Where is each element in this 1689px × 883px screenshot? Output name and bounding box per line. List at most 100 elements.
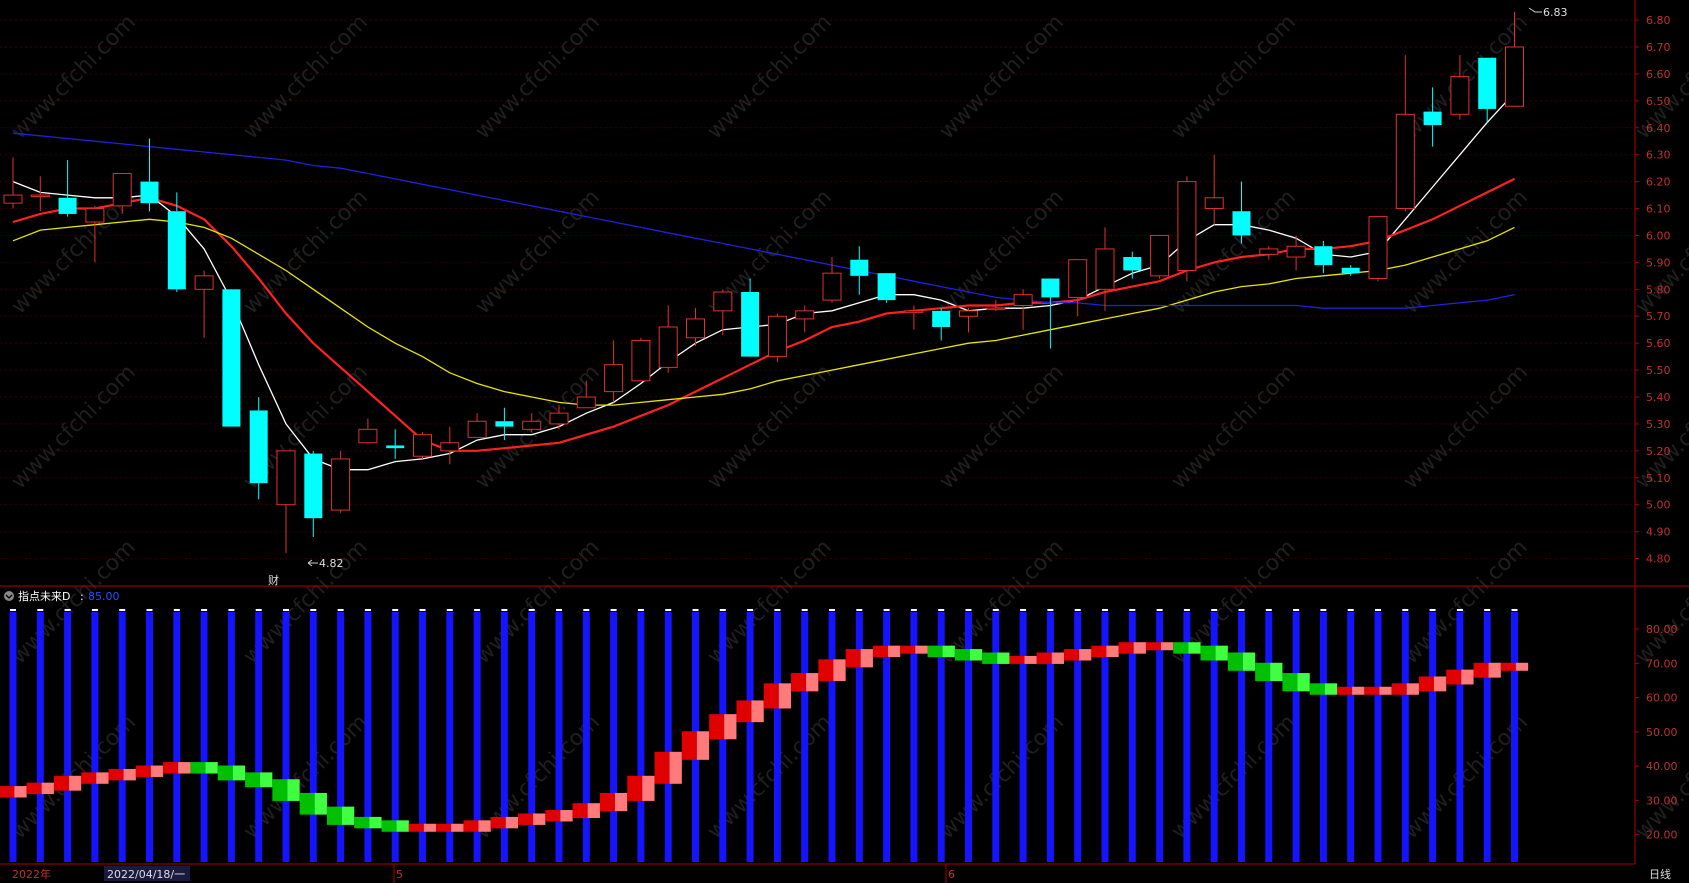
candle-body — [1259, 248, 1279, 255]
indicator-bar — [1265, 611, 1273, 862]
watermark-text: www.cfchi.com — [239, 10, 373, 144]
month-6-label: 6 — [948, 868, 955, 881]
ribbon-block — [451, 823, 464, 832]
indicator-bar — [1483, 611, 1491, 862]
indicator-bar — [419, 611, 426, 862]
ribbon-block — [1051, 652, 1065, 664]
indicator-separator: : — [80, 590, 84, 603]
candle — [1259, 246, 1279, 260]
candle-body — [167, 211, 186, 290]
ribbon-block — [245, 772, 261, 788]
indicator-menu-icon[interactable] — [4, 591, 14, 601]
ribbon-block — [272, 779, 288, 801]
indicator-bar-cap — [37, 608, 44, 611]
ribbon-block — [533, 813, 546, 825]
ribbon-block — [26, 782, 42, 795]
ribbon-block — [123, 768, 136, 781]
ribbon-segment — [463, 820, 491, 832]
candle-body — [686, 318, 705, 339]
ribbon-block — [287, 779, 300, 801]
indicator-bar-cap — [1156, 608, 1163, 611]
candle-body — [495, 421, 514, 427]
ribbon-segment — [272, 779, 300, 801]
ribbon-block — [1009, 655, 1025, 664]
date-cursor-box — [104, 866, 190, 881]
candle — [194, 270, 214, 338]
candle — [631, 337, 651, 382]
indicator-bar-cap — [637, 608, 644, 611]
candle — [58, 160, 77, 217]
indicator-tick-label: 70.00 — [1646, 657, 1678, 670]
indicator-bar — [992, 611, 1000, 862]
ribbon-segment — [872, 645, 901, 658]
ribbon-block — [927, 645, 943, 658]
ribbon-block — [369, 816, 382, 829]
ribbon-segment — [845, 649, 873, 668]
indicator-bar — [36, 611, 44, 862]
ribbon-segment — [763, 683, 792, 709]
candle — [1286, 235, 1306, 271]
indicator-name[interactable]: 指点未来D — [18, 589, 70, 603]
ribbon-block — [627, 775, 643, 801]
ribbon-segment — [53, 775, 82, 791]
indicator-ribbon — [0, 642, 1529, 832]
candle-body — [850, 259, 869, 276]
indicator-bar-cap — [474, 608, 481, 611]
indicator-bar-cap — [1183, 608, 1190, 611]
ribbon-block — [818, 659, 834, 682]
indicator-bar-cap — [665, 608, 672, 611]
ribbon-segment — [490, 816, 519, 829]
candle — [467, 413, 487, 438]
ribbon-segment — [627, 775, 655, 801]
ribbon-block — [969, 649, 983, 661]
indicator-bar — [91, 611, 99, 862]
candle — [959, 308, 978, 333]
candle — [1314, 240, 1333, 274]
indicator-bar-cap — [801, 608, 808, 611]
candle — [767, 313, 787, 362]
ribbon-block — [341, 806, 355, 825]
indicator-bar-cap — [1238, 608, 1245, 611]
candle — [167, 192, 186, 292]
candle — [3, 157, 23, 209]
indicator-tick-label: 20.00 — [1646, 829, 1678, 842]
indicator-bar — [1074, 611, 1082, 862]
ribbon-block — [681, 731, 697, 760]
ribbon-block — [572, 803, 588, 819]
ribbon-segment — [709, 714, 737, 740]
candle — [140, 138, 159, 212]
watermark-text: www.cfchi.com — [935, 360, 1069, 494]
candle-body — [959, 310, 978, 317]
candle — [30, 176, 50, 212]
period-label[interactable]: 日线 — [1649, 867, 1671, 881]
ribbon-segment — [0, 786, 27, 798]
ribbon-block — [599, 792, 615, 812]
indicator-bar-cap — [255, 608, 262, 611]
candle — [713, 289, 733, 336]
candle — [795, 305, 815, 333]
candle-body — [358, 428, 378, 444]
finance-tag[interactable]: 财 — [268, 573, 279, 587]
ribbon-block — [463, 820, 479, 832]
candle — [822, 257, 842, 303]
ribbon-block — [423, 823, 437, 832]
price-tick-label: 4.80 — [1646, 553, 1671, 566]
indicator-bar-cap — [1293, 608, 1300, 611]
candle-body — [440, 442, 460, 452]
candle-body — [58, 197, 77, 214]
ribbon-block — [982, 652, 998, 664]
ribbon-block — [1091, 645, 1107, 658]
candle — [1423, 87, 1442, 147]
candle — [1095, 227, 1115, 311]
ribbon-block — [887, 645, 901, 658]
candle — [331, 450, 351, 513]
indicator-bar — [337, 611, 345, 862]
price-tick-label: 6.20 — [1646, 176, 1671, 189]
ribbon-segment — [1364, 686, 1392, 695]
candle-body — [713, 291, 733, 312]
price-tick-label: 5.40 — [1646, 391, 1671, 404]
candle — [1505, 12, 1524, 107]
ribbon-segment — [354, 816, 382, 829]
